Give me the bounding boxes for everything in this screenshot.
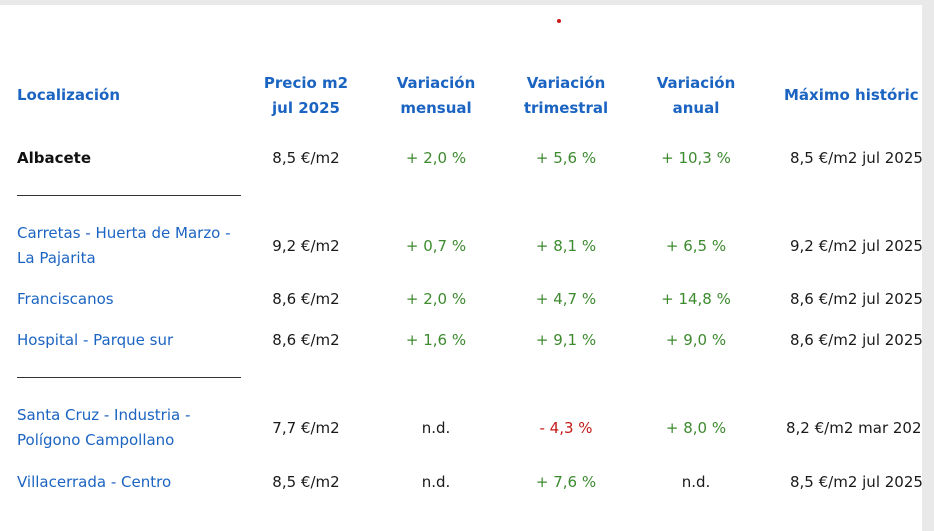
row-carretas-quarterly: + 8,1 % [535,237,597,255]
row-santa-cruz-location-link[interactable]: Santa Cruz - Industria - Polígono Campol… [17,403,190,453]
header-price-line2: jul 2025 [272,99,340,117]
row-santa-cruz-location-line2: Polígono Campollano [17,431,175,449]
header-monthly: Variación mensual [376,71,496,121]
section-divider [17,377,241,378]
header-max-historic: Máximo históric [784,86,919,104]
row-carretas-location-line2: La Pajarita [17,249,96,267]
row-franciscanos-price: 8,6 €/m2 [272,290,340,308]
header-annual-line2: anual [672,99,720,117]
row-villacerrada-max: 8,5 €/m2 jul 2025 [790,473,922,491]
row-santa-cruz-monthly: n.d. [421,419,451,437]
row-hospital-monthly: + 1,6 % [405,331,467,349]
row-villacerrada-quarterly: + 7,6 % [535,473,597,491]
row-franciscanos-location-link[interactable]: Franciscanos [17,290,114,308]
row-hospital-annual: + 9,0 % [665,331,727,349]
row-hospital-price: 8,6 €/m2 [272,331,340,349]
header-quarterly-line2: trimestral [523,99,609,117]
row-franciscanos-max: 8,6 €/m2 jul 2025 [790,290,922,308]
row-carretas-location-link[interactable]: Carretas - Huerta de Marzo - La Pajarita [17,221,231,271]
header-price-line1: Precio m2 [263,74,349,92]
row-albacete-quarterly: + 5,6 % [535,149,597,167]
row-villacerrada-location-link[interactable]: Villacerrada - Centro [17,473,172,491]
header-monthly-line2: mensual [400,99,472,117]
row-carretas-monthly: + 0,7 % [405,237,467,255]
row-albacete-monthly: + 2,0 % [405,149,467,167]
header-monthly-line1: Variación [396,74,476,92]
header-quarterly-line1: Variación [526,74,606,92]
row-franciscanos-quarterly: + 4,7 % [535,290,597,308]
row-carretas-max: 9,2 €/m2 jul 2025 [790,237,922,255]
header-annual-line1: Variación [656,74,736,92]
row-santa-cruz-location-line1: Santa Cruz - Industria - [17,406,191,424]
row-franciscanos-annual: + 14,8 % [661,290,731,308]
row-albacete-annual: + 10,3 % [661,149,731,167]
row-hospital-quarterly: + 9,1 % [535,331,597,349]
header-quarterly: Variación trimestral [506,71,626,121]
row-albacete-max: 8,5 €/m2 jul 2025 [790,149,922,167]
header-price: Precio m2 jul 2025 [246,71,366,121]
row-santa-cruz-max: 8,2 €/m2 mar 2025 [786,419,922,437]
row-hospital-max: 8,6 €/m2 jul 2025 [790,331,922,349]
row-carretas-price: 9,2 €/m2 [272,237,340,255]
row-santa-cruz-quarterly: - 4,3 % [539,419,593,437]
price-table-panel: Localización Precio m2 jul 2025 Variació… [0,5,922,531]
row-santa-cruz-annual: + 8,0 % [665,419,727,437]
row-franciscanos-monthly: + 2,0 % [405,290,467,308]
header-annual: Variación anual [636,71,756,121]
header-location: Localización [17,86,121,104]
row-villacerrada-annual: n.d. [681,473,711,491]
row-albacete-location: Albacete [17,149,92,167]
row-carretas-location-line1: Carretas - Huerta de Marzo - [17,224,231,242]
row-hospital-location-link[interactable]: Hospital - Parque sur [17,331,174,349]
row-albacete-price: 8,5 €/m2 [272,149,340,167]
red-dot-marker [557,19,561,23]
row-carretas-annual: + 6,5 % [665,237,727,255]
section-divider [17,195,241,196]
row-villacerrada-price: 8,5 €/m2 [272,473,340,491]
row-villacerrada-monthly: n.d. [421,473,451,491]
row-santa-cruz-price: 7,7 €/m2 [272,419,340,437]
